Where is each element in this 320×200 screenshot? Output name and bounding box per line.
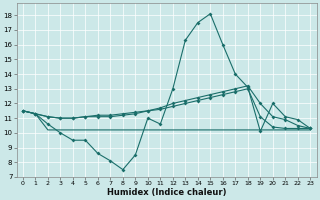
X-axis label: Humidex (Indice chaleur): Humidex (Indice chaleur)	[107, 188, 226, 197]
